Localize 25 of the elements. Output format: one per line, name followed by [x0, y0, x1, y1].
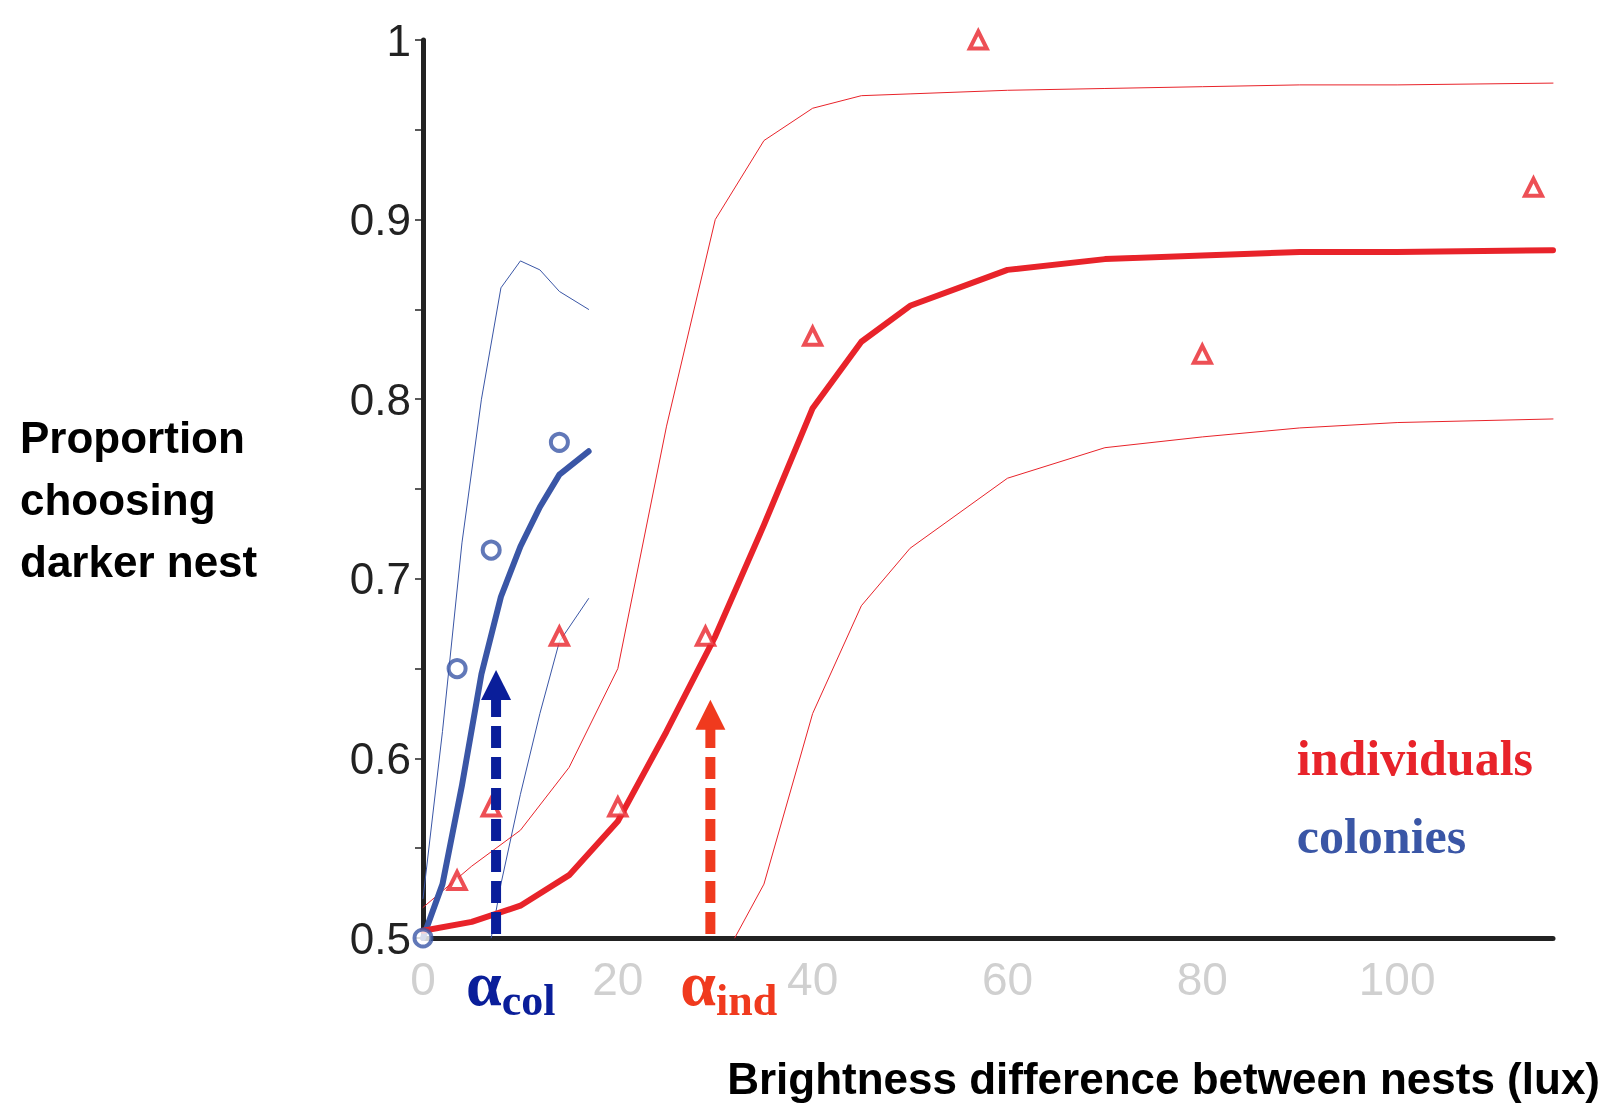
- y-tick-label: 0.9: [349, 195, 411, 245]
- line-series: [734, 418, 1554, 939]
- point: [1190, 341, 1214, 365]
- line-series: [422, 82, 1554, 908]
- line-series: [422, 260, 590, 899]
- point: [547, 623, 571, 647]
- y-tick-label: 0.6: [349, 733, 411, 783]
- point: [1521, 174, 1546, 198]
- y-tick-label: 0.5: [349, 913, 411, 963]
- point: [607, 796, 629, 818]
- point: [446, 658, 468, 680]
- y-tick-label: 0.7: [349, 554, 411, 604]
- text: colonies: [1296, 808, 1467, 864]
- point: [548, 431, 570, 453]
- x-axis-title: Brightness difference between nests (lux): [727, 1053, 1601, 1103]
- point: [693, 623, 718, 647]
- point: [801, 323, 825, 347]
- y-axis-title: Proportion choosing darker nest: [20, 412, 258, 586]
- y-tick-label: 1: [386, 15, 411, 65]
- text: individuals: [1296, 730, 1534, 786]
- point: [480, 539, 502, 561]
- y-tick-label: 0.8: [349, 374, 411, 424]
- point: [412, 927, 434, 949]
- line-series: [490, 598, 590, 939]
- point: [967, 29, 989, 51]
